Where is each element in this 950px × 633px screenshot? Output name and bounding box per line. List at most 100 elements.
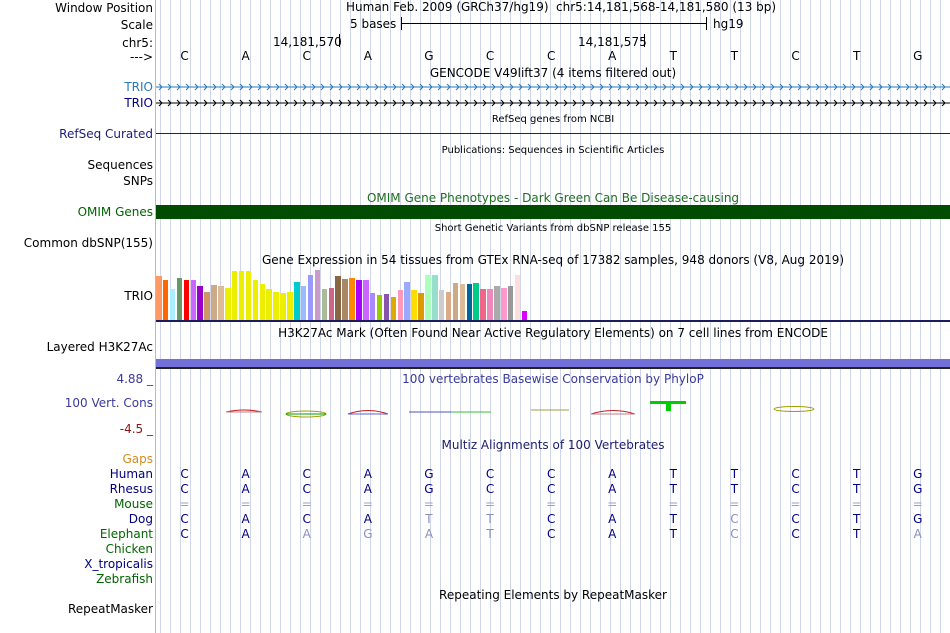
gtex-tissue-bar[interactable] [363, 280, 369, 320]
gtex-tissue-bar[interactable] [238, 271, 245, 320]
gencode-gene-label-1[interactable]: TRIO [124, 80, 153, 94]
gtex-tissue-bar[interactable] [287, 292, 293, 320]
grid-line [830, 0, 831, 633]
grid-line [660, 0, 661, 633]
strand-chevron [410, 83, 415, 91]
gencode-gene-2-feature[interactable] [156, 97, 950, 109]
gtex-tissue-bar[interactable] [314, 270, 321, 320]
gtex-tissue-bar[interactable] [197, 286, 203, 320]
gtex-tissue-bar[interactable] [183, 280, 190, 320]
conservation-plot[interactable] [156, 395, 950, 425]
gtex-tissue-bar[interactable] [162, 280, 169, 320]
gtex-tissue-bar[interactable] [225, 288, 231, 320]
gtex-tissue-bar[interactable] [280, 293, 286, 320]
gtex-tissue-bar[interactable] [452, 283, 459, 320]
omim-feature-bar[interactable] [156, 205, 950, 219]
strand-chevron [554, 83, 559, 91]
gtex-tissue-bar[interactable] [342, 279, 348, 320]
h3k27ac-signal-bar[interactable] [156, 359, 950, 367]
gtex-tissue-bar[interactable] [273, 292, 279, 320]
gtex-tissue-bar[interactable] [321, 289, 328, 320]
gtex-tissue-bar[interactable] [231, 271, 238, 320]
gtex-tissue-bar[interactable] [473, 283, 479, 320]
grid-line [900, 0, 901, 633]
gtex-tissue-bar[interactable] [356, 280, 362, 320]
sequences-label[interactable]: Sequences [87, 158, 153, 172]
refseq-track-label[interactable]: RefSeq Curated [59, 127, 153, 141]
gtex-tissue-bar[interactable] [411, 290, 417, 320]
aligned-base: T [730, 467, 739, 481]
species-label[interactable]: Mouse [114, 497, 153, 511]
gtex-tissue-bar[interactable] [245, 271, 252, 320]
gtex-tissue-bar[interactable] [397, 290, 403, 320]
species-label[interactable]: Chicken [105, 542, 153, 556]
conservation-track-label[interactable]: 100 Vert. Cons [64, 396, 153, 410]
gtex-tissue-bar[interactable] [507, 286, 514, 320]
strand-arrow-label[interactable]: ---> [129, 50, 153, 64]
gtex-tissue-bar[interactable] [425, 275, 431, 320]
gtex-tissue-bar[interactable] [190, 280, 196, 320]
gtex-tissue-bar[interactable] [266, 289, 272, 320]
grid-line [590, 0, 591, 633]
gtex-tissue-bar[interactable] [328, 288, 334, 320]
repeatmasker-track-label[interactable]: RepeatMasker [67, 602, 153, 616]
species-label[interactable]: Zebrafish [96, 572, 153, 586]
gtex-tissue-bar[interactable] [349, 278, 355, 320]
gtex-tissue-bar[interactable] [383, 294, 390, 320]
gaps-label[interactable]: Gaps [122, 452, 153, 466]
gtex-tissue-bar[interactable] [300, 286, 307, 320]
gtex-tissue-bar[interactable] [335, 276, 341, 320]
gtex-track-label[interactable]: TRIO [124, 289, 153, 303]
strand-chevron [833, 83, 838, 91]
gtex-tissue-bar[interactable] [418, 293, 424, 320]
gtex-tissue-bar[interactable] [432, 275, 438, 320]
gtex-tissue-bar[interactable] [521, 311, 528, 320]
gtex-tissue-bar[interactable] [204, 292, 210, 320]
gencode-gene-label-2[interactable]: TRIO [124, 96, 153, 110]
gtex-tissue-bar[interactable] [169, 289, 176, 320]
species-label[interactable]: Dog [128, 512, 153, 526]
base-letter: G [424, 49, 434, 63]
gtex-tissue-bar[interactable] [514, 275, 521, 320]
strand-chevron [302, 83, 307, 91]
gtex-tissue-bar[interactable] [176, 278, 183, 320]
aligned-base: C [730, 512, 739, 526]
gtex-tissue-bar[interactable] [294, 282, 300, 320]
strand-chevron [824, 83, 829, 91]
omim-track-label[interactable]: OMIM Genes [77, 205, 153, 219]
strand-chevron [644, 99, 649, 107]
gtex-tissue-bar[interactable] [259, 284, 265, 320]
species-label[interactable]: Human [109, 467, 153, 481]
gtex-tissue-bar[interactable] [438, 290, 445, 320]
gtex-tissue-bar[interactable] [369, 293, 376, 320]
gtex-tissue-bar[interactable] [459, 284, 466, 320]
gtex-tissue-bar[interactable] [307, 275, 314, 320]
species-label[interactable]: Elephant [99, 527, 153, 541]
gtex-tissue-bar[interactable] [466, 284, 472, 320]
strand-chevron [428, 83, 433, 91]
conservation-max-label: 4.88 _ [116, 372, 153, 386]
grid-line [760, 0, 761, 633]
gtex-tissue-bar[interactable] [156, 276, 162, 320]
gtex-tissue-bar[interactable] [252, 280, 259, 320]
gtex-tissue-bar[interactable] [445, 292, 452, 320]
gtex-tissue-bar[interactable] [501, 288, 507, 320]
gtex-tissue-bar[interactable] [404, 282, 410, 320]
grid-line [820, 0, 821, 633]
refseq-feature[interactable] [156, 133, 950, 134]
dbsnp-track-label[interactable]: Common dbSNP(155) [23, 236, 153, 250]
gtex-tissue-bar[interactable] [376, 295, 383, 320]
gtex-tissue-bar[interactable] [211, 285, 217, 320]
gtex-tissue-bar[interactable] [494, 286, 500, 320]
gtex-expression-chart[interactable] [156, 267, 556, 320]
h3k27ac-track-label[interactable]: Layered H3K27Ac [46, 340, 153, 354]
gtex-tissue-bar[interactable] [390, 297, 397, 320]
snps-label[interactable]: SNPs [123, 174, 153, 188]
species-label[interactable]: X_tropicalis [84, 557, 153, 571]
base-letter: C [791, 49, 800, 63]
species-label[interactable]: Rhesus [109, 482, 153, 496]
gtex-tissue-bar[interactable] [218, 286, 224, 320]
gtex-tissue-bar[interactable] [487, 289, 493, 320]
gtex-tissue-bar[interactable] [480, 289, 486, 320]
gencode-gene-1-feature[interactable] [156, 81, 950, 93]
